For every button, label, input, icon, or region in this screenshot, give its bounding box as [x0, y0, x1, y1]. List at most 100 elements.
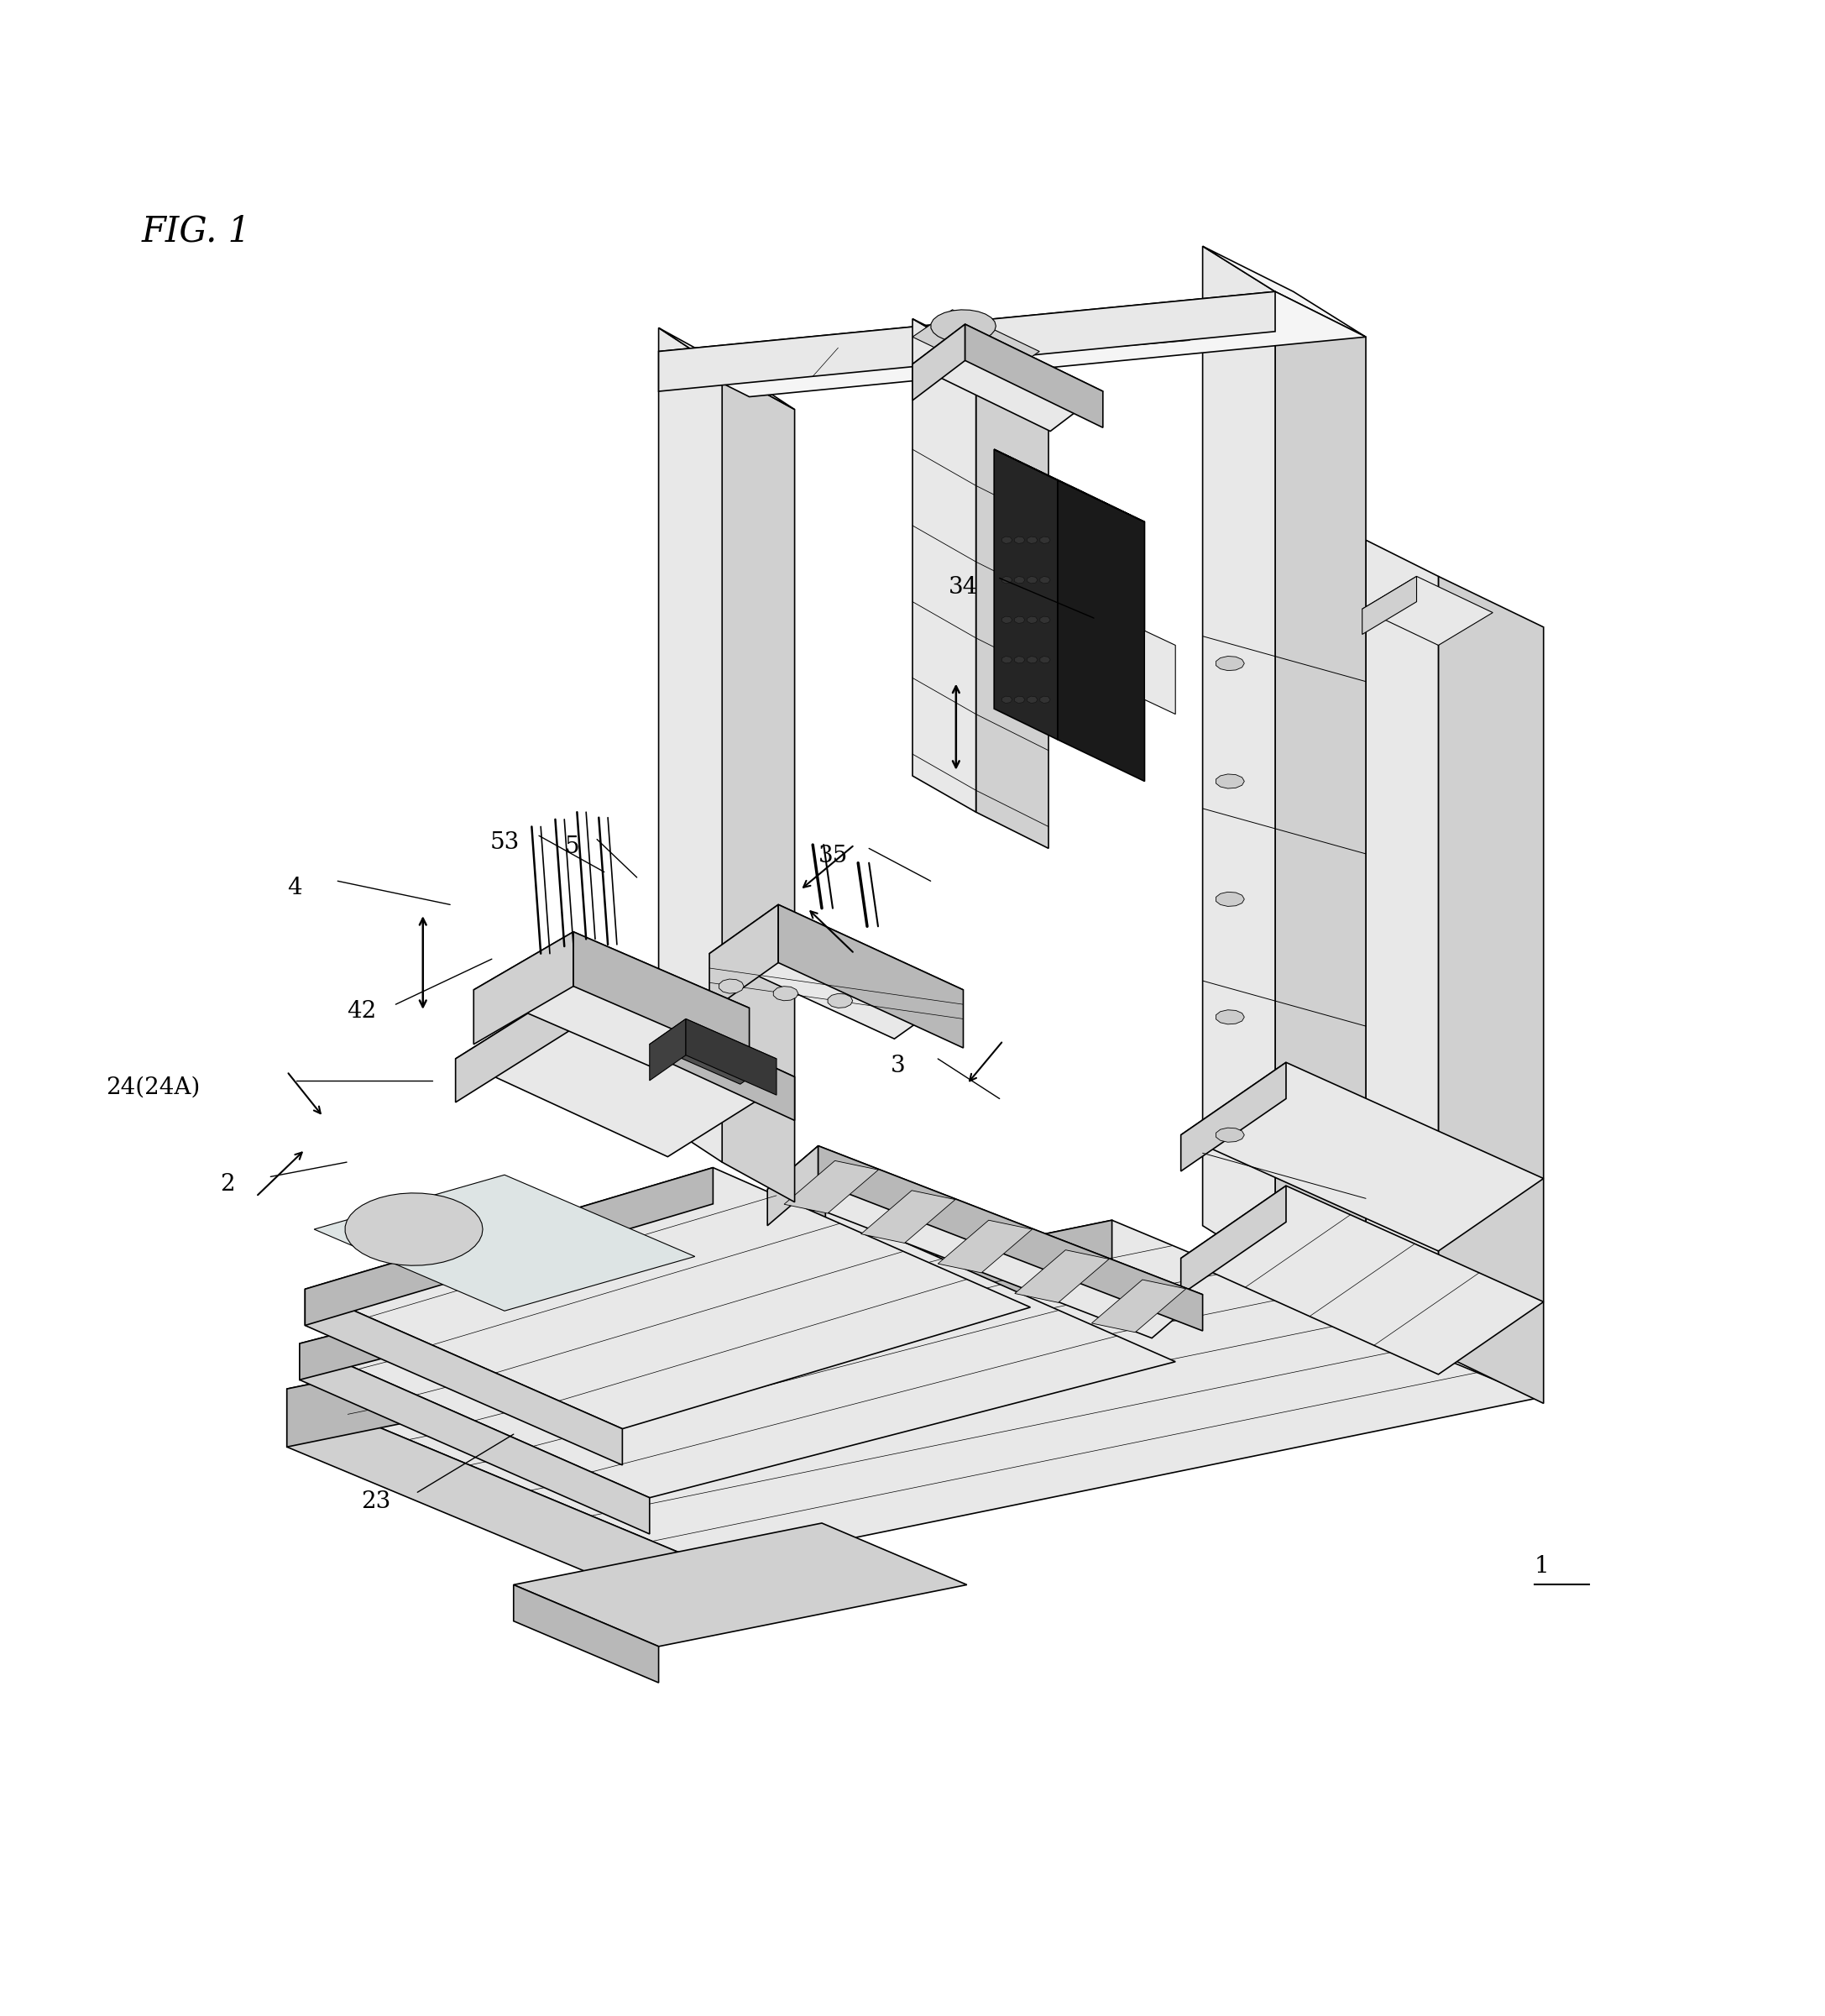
Polygon shape	[912, 325, 1102, 431]
Text: 35: 35	[818, 845, 849, 867]
Polygon shape	[774, 986, 798, 1000]
Polygon shape	[1215, 1127, 1245, 1143]
Polygon shape	[710, 905, 777, 1012]
Polygon shape	[1027, 696, 1038, 704]
Polygon shape	[299, 1343, 650, 1534]
Polygon shape	[1015, 617, 1026, 623]
Text: 24(24A): 24(24A)	[106, 1077, 201, 1099]
Polygon shape	[686, 1018, 776, 1095]
Polygon shape	[1276, 292, 1365, 1316]
Polygon shape	[1040, 657, 1051, 663]
Text: 3: 3	[891, 1054, 905, 1077]
Polygon shape	[659, 329, 723, 1161]
Text: 2: 2	[219, 1173, 235, 1195]
Polygon shape	[1057, 480, 1144, 782]
Polygon shape	[912, 319, 976, 812]
Polygon shape	[1002, 696, 1013, 704]
Polygon shape	[287, 1389, 714, 1625]
Polygon shape	[1002, 657, 1013, 663]
Polygon shape	[1015, 577, 1026, 583]
Polygon shape	[1203, 246, 1276, 1270]
Polygon shape	[829, 994, 852, 1008]
Polygon shape	[659, 292, 1276, 391]
Polygon shape	[1015, 1250, 1110, 1302]
Polygon shape	[1361, 577, 1493, 645]
Polygon shape	[1040, 536, 1051, 544]
Polygon shape	[965, 325, 1102, 427]
Polygon shape	[1438, 577, 1544, 1403]
Polygon shape	[1215, 774, 1245, 788]
Polygon shape	[1181, 1062, 1287, 1171]
Polygon shape	[299, 1208, 825, 1379]
Polygon shape	[1027, 657, 1038, 663]
Polygon shape	[1215, 1010, 1245, 1024]
Polygon shape	[768, 1145, 1203, 1339]
Polygon shape	[1002, 536, 1013, 544]
Polygon shape	[1144, 631, 1175, 714]
Polygon shape	[513, 1524, 967, 1647]
Polygon shape	[719, 980, 745, 994]
Polygon shape	[1027, 536, 1038, 544]
Text: 4: 4	[287, 877, 301, 899]
Polygon shape	[1027, 577, 1038, 583]
Polygon shape	[573, 931, 750, 1062]
Polygon shape	[976, 355, 1049, 849]
Polygon shape	[1361, 577, 1416, 635]
Polygon shape	[995, 450, 1144, 522]
Polygon shape	[1181, 1185, 1544, 1375]
Polygon shape	[1203, 246, 1365, 337]
Polygon shape	[931, 310, 996, 343]
Text: 42: 42	[347, 1000, 376, 1022]
Polygon shape	[723, 369, 794, 1202]
Polygon shape	[305, 1288, 622, 1466]
Text: 1: 1	[1535, 1554, 1549, 1579]
Polygon shape	[785, 1161, 878, 1214]
Polygon shape	[299, 1208, 1175, 1498]
Polygon shape	[1181, 1062, 1544, 1252]
Polygon shape	[650, 1018, 776, 1085]
Polygon shape	[1215, 891, 1245, 907]
Polygon shape	[818, 1145, 1203, 1331]
Polygon shape	[287, 1220, 1111, 1447]
Polygon shape	[995, 450, 1057, 740]
Polygon shape	[287, 1220, 1538, 1566]
Polygon shape	[912, 310, 1040, 379]
Polygon shape	[345, 1193, 484, 1266]
Polygon shape	[513, 1585, 659, 1683]
Polygon shape	[1040, 696, 1051, 704]
Text: 23: 23	[361, 1490, 391, 1512]
Text: FIG. 1: FIG. 1	[142, 214, 252, 248]
Polygon shape	[710, 905, 964, 1038]
Polygon shape	[1015, 657, 1026, 663]
Polygon shape	[1040, 617, 1051, 623]
Polygon shape	[659, 329, 794, 409]
Polygon shape	[1002, 617, 1013, 623]
Polygon shape	[1015, 696, 1026, 704]
Polygon shape	[861, 1191, 954, 1244]
Polygon shape	[1365, 540, 1438, 1353]
Text: 5: 5	[564, 835, 579, 859]
Polygon shape	[582, 980, 794, 1121]
Polygon shape	[1027, 617, 1038, 623]
Text: 34: 34	[949, 577, 978, 599]
Polygon shape	[938, 1220, 1033, 1272]
Polygon shape	[474, 931, 750, 1066]
Polygon shape	[314, 1175, 695, 1310]
Polygon shape	[650, 1018, 686, 1081]
Polygon shape	[305, 1167, 1031, 1429]
Polygon shape	[777, 905, 964, 1048]
Polygon shape	[1215, 657, 1245, 671]
Polygon shape	[912, 319, 1049, 391]
Polygon shape	[1040, 577, 1051, 583]
Polygon shape	[1091, 1280, 1186, 1333]
Polygon shape	[1015, 536, 1026, 544]
Polygon shape	[305, 1167, 714, 1325]
Polygon shape	[659, 292, 1365, 397]
Polygon shape	[1002, 577, 1013, 583]
Polygon shape	[474, 931, 573, 1044]
Polygon shape	[768, 1145, 818, 1226]
Polygon shape	[456, 980, 582, 1103]
Polygon shape	[456, 980, 794, 1157]
Polygon shape	[1181, 1185, 1287, 1294]
Text: 53: 53	[489, 833, 520, 855]
